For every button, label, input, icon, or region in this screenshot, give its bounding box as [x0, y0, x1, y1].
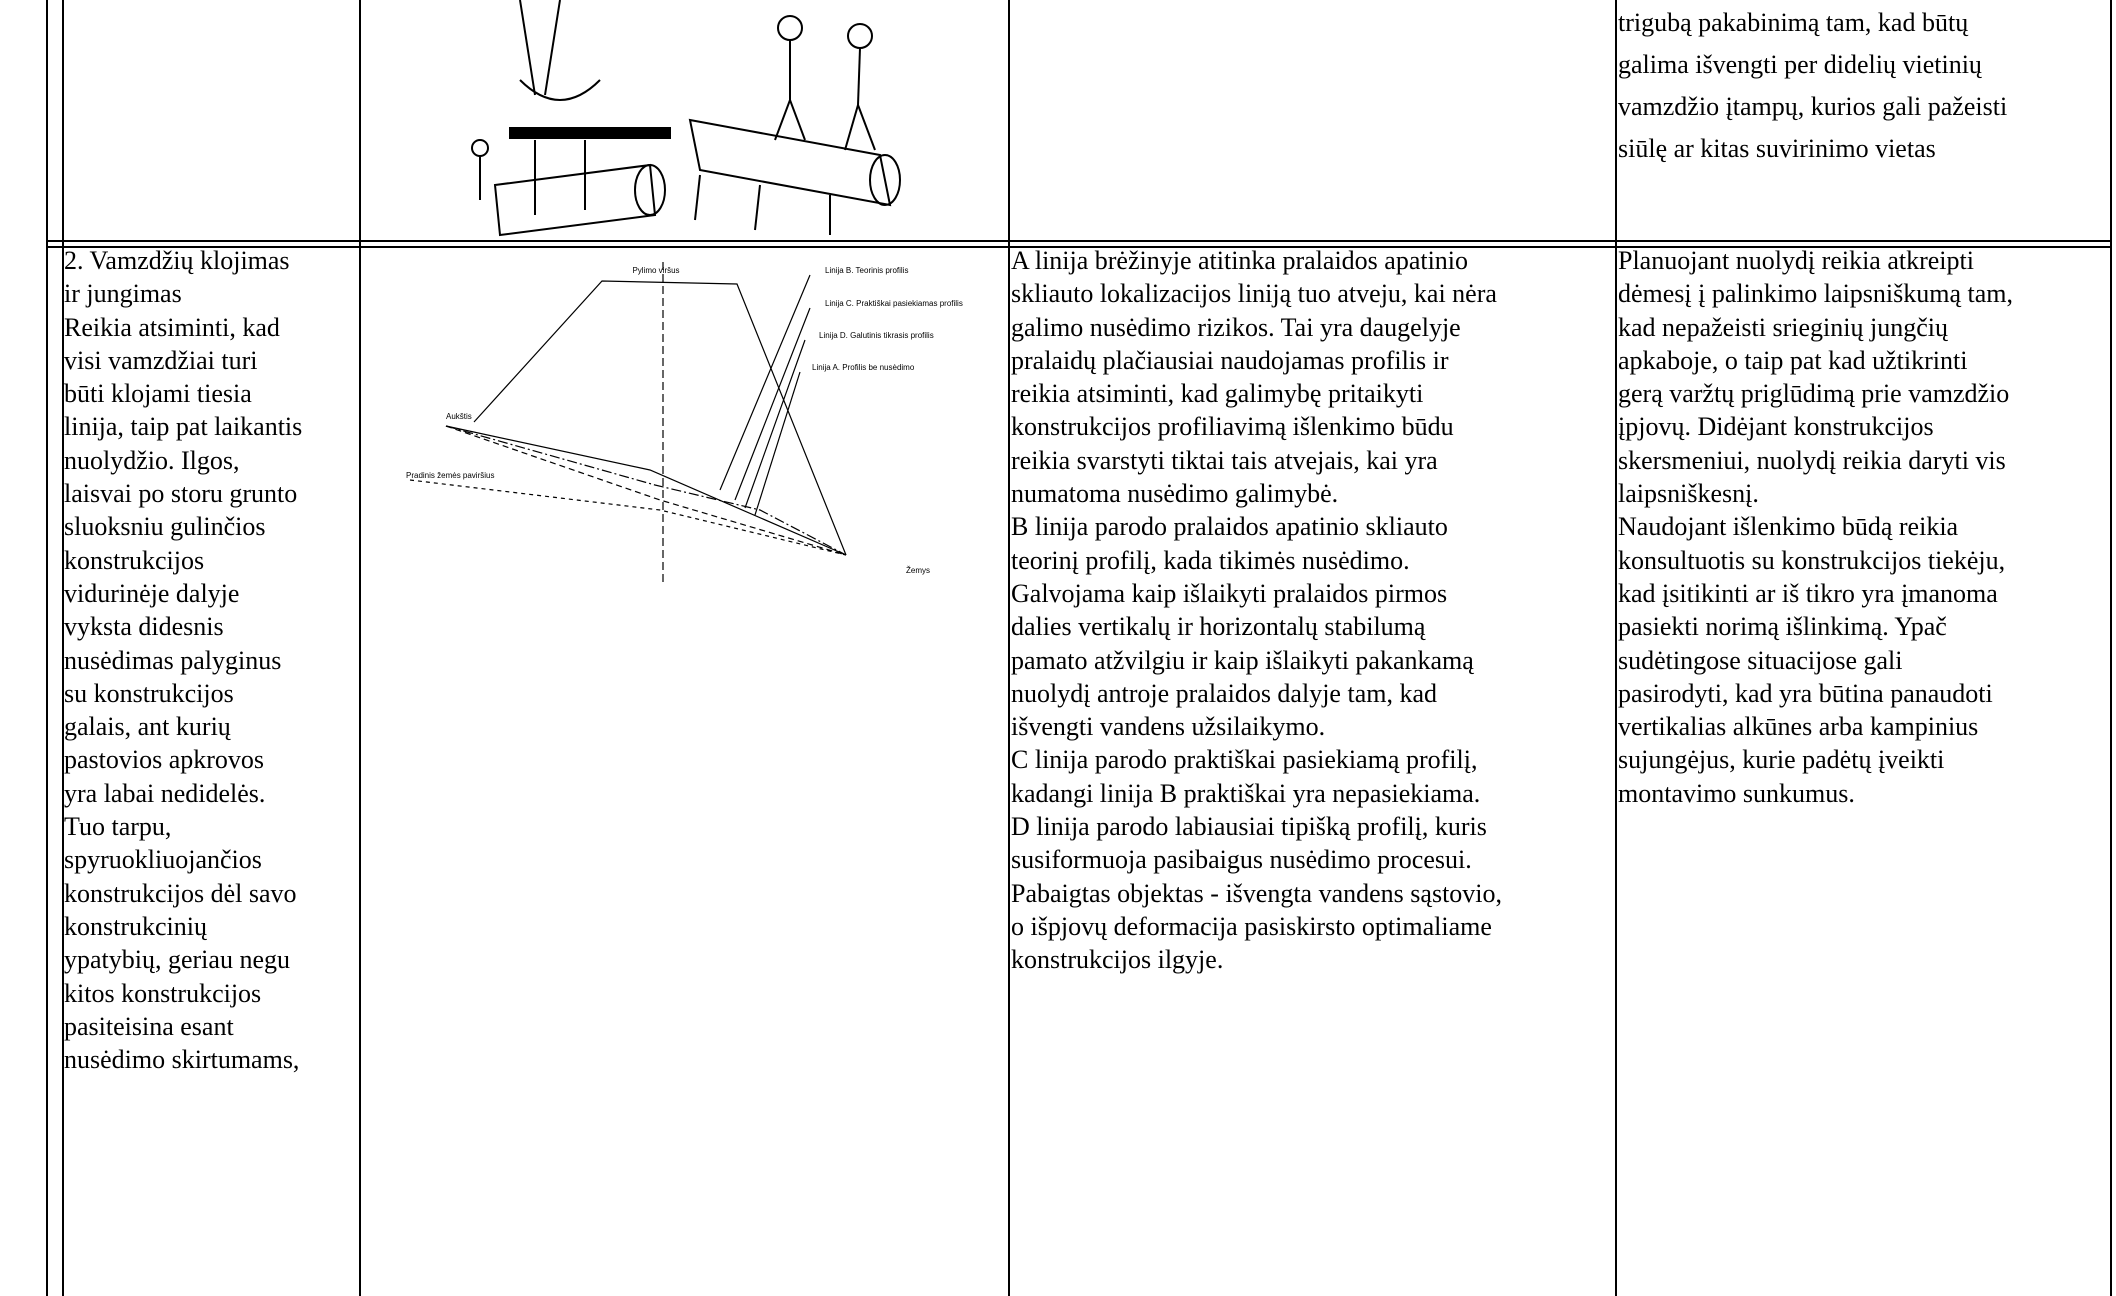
- text-line: reikia atsiminti, kad galimybę pritaikyt…: [1011, 379, 1424, 409]
- text-line: nusėdimas palyginus: [64, 645, 282, 675]
- text-line: konsultuotis su konstrukcijos tiekėju,: [1618, 545, 2006, 575]
- text-line: siūlę ar kitas suvirinimo vietas: [1618, 134, 1936, 163]
- step-cell: 2. Vamzdžių klojimas ir jungimas Reikia at…: [64, 244, 302, 1076]
- border: [62, 0, 64, 1296]
- figure-label: Pylimo viršus: [632, 266, 679, 275]
- text-line: sudėtingose situacijose gali: [1618, 645, 1903, 675]
- text-line: skersmeniui, nuolydį reikia daryti vis: [1618, 445, 2006, 475]
- text-line: dėmesį į palinkimo laipsniškumą tam,: [1618, 279, 2014, 309]
- text-line: su konstrukcijos: [64, 678, 234, 708]
- text-line: vyksta didesnis: [64, 612, 224, 642]
- text-line: Planuojant nuolydį reikia atkreipti: [1618, 246, 1974, 275]
- border: [2110, 0, 2112, 1296]
- text-line: Galvojama kaip išlaikyti pralaidos pirmo…: [1011, 578, 1448, 608]
- text-line: teorinį profilį, kada tikimės nusėdimo.: [1011, 545, 1410, 575]
- text-line: Tuo tarpu,: [64, 812, 172, 842]
- text-line: gerą varžtų priglūdimą prie vamzdžio: [1618, 379, 2010, 409]
- text-line: skliauto lokalizacijos liniją tuo atveju…: [1011, 279, 1497, 309]
- border: [46, 246, 2112, 248]
- text-line: nuolydį antroje pralaidos dalyje tam, ka…: [1011, 678, 1437, 708]
- text-line: susiformuoja pasibaigus nusėdimo procesu…: [1011, 845, 1472, 875]
- border: [1008, 0, 1010, 1296]
- text-line: vidurinėje dalyje: [64, 578, 240, 608]
- figure-label: Linija D. Galutinis tikrasis profilis: [819, 331, 934, 340]
- text-line: laipsniškesnį.: [1618, 479, 1759, 509]
- notes-cell: Planuojant nuolydį reikia atkreipti dėmes…: [1618, 244, 2013, 810]
- text-line: numatoma nusėdimo galimybė.: [1011, 479, 1339, 509]
- text-line: nuolydžio. Ilgos,: [64, 445, 240, 475]
- border: [46, 240, 2112, 242]
- border: [1615, 0, 1617, 1296]
- text-line: pasiekti norimą išlinkimą. Ypač: [1618, 612, 1947, 642]
- text-line: galima išvengti per didelių vietinių: [1618, 50, 1982, 79]
- text-line: spyruokliuojančios: [64, 845, 262, 875]
- profile-diagram: [409, 262, 847, 585]
- text-line: kitos konstrukcijos: [64, 978, 262, 1008]
- text-line: Naudojant išlenkimo būdą reikia: [1618, 512, 1959, 542]
- text-line: vertikalias alkūnes arba kampinius: [1618, 712, 1979, 742]
- text-line: o išpjovų deformacija pasiskirsto optima…: [1011, 911, 1492, 941]
- text-line: dalies vertikalų ir horizontalų stabilum…: [1011, 612, 1426, 642]
- text-line: yra labai nedidelės.: [64, 778, 266, 808]
- text-line: visi vamzdžiai turi: [64, 345, 258, 375]
- text-line: pastovios apkrovos: [64, 745, 265, 775]
- figure-label: Pradinis žemės paviršius: [406, 471, 494, 480]
- text-line: laisvai po storu grunto: [64, 479, 298, 509]
- text-line: 2. Vamzdžių klojimas: [64, 246, 290, 275]
- text-line: konstrukcijos profiliavimą išlenkimo būd…: [1011, 412, 1454, 442]
- figure-label: Linija A. Profilis be nusėdimo: [812, 363, 915, 372]
- text-line: kad įsitikinti ar iš tikro yra įmanoma: [1618, 578, 1998, 608]
- text-line: kad nepažeisti srieginių jungčių: [1618, 312, 1948, 342]
- text-line: Reikia atsiminti, kad: [64, 312, 280, 342]
- border: [46, 0, 48, 1296]
- text-line: galais, ant kurių: [64, 712, 231, 742]
- text-line: B linija parodo pralaidos apatinio sklia…: [1011, 512, 1448, 542]
- text-line: pralaidų plačiausiai naudojamas profilis…: [1011, 345, 1449, 375]
- text-line: konstrukcijos: [64, 545, 205, 575]
- figure-label: Žemys: [906, 566, 930, 575]
- text-line: apkaboje, o taip pat kad užtikrinti: [1618, 345, 1968, 375]
- text-line: galimo nusėdimo rizikos. Tai yra daugely…: [1011, 312, 1461, 342]
- text-line: vamzdžio įtampų, kurios gali pažeisti: [1618, 92, 2008, 121]
- text-line: kadangi linija B praktiškai yra nepasiek…: [1011, 778, 1481, 808]
- text-line: sujungėjus, kurie padėtų įveikti: [1618, 745, 1945, 775]
- text-line: trigubą pakabinimą tam, kad būtų: [1618, 8, 1969, 37]
- text-line: sluoksniu gulinčios: [64, 512, 266, 542]
- text-line: pasiteisina esant: [64, 1011, 234, 1041]
- figure-label: Linija C. Praktiškai pasiekiamas profili…: [825, 299, 963, 308]
- text-line: konstrukcijos dėl savo: [64, 878, 297, 908]
- text-line: Pabaigtas objektas - išvengta vandens są…: [1011, 878, 1503, 908]
- text-line: A linija brėžinyje atitinka pralaidos ap…: [1011, 246, 1469, 275]
- text-line: D linija parodo labiausiai tipišką profi…: [1011, 812, 1487, 842]
- text-line: linija, taip pat laikantis: [64, 412, 303, 442]
- text-line: būti klojami tiesia: [64, 379, 252, 409]
- text-line: nusėdimo skirtumams,: [64, 1045, 300, 1075]
- notes-cell: trigubą pakabinimą tam, kad būtų galima i…: [1618, 2, 2007, 170]
- text-line: konstrukcinių: [64, 911, 207, 941]
- text-line: C linija parodo praktiškai pasiekiamą pr…: [1011, 745, 1478, 775]
- text-line: ir jungimas: [64, 279, 182, 309]
- figure-label: Linija B. Teorinis profilis: [825, 266, 908, 275]
- text-line: pamato atžvilgiu ir kaip išlaikyti pakan…: [1011, 645, 1474, 675]
- text-line: ypatybių, geriau negu: [64, 945, 290, 975]
- figure-label: Aukštis: [446, 412, 472, 421]
- explanation-cell: A linija brėžinyje atitinka pralaidos ap…: [1011, 244, 1502, 977]
- pipe-illustration: [471, 0, 901, 237]
- text-line: išvengti vandens užsilaikymo.: [1011, 712, 1326, 742]
- text-line: reikia svarstyti tiktai tais atvejais, k…: [1011, 445, 1438, 475]
- text-line: konstrukcijos ilgyje.: [1011, 945, 1224, 975]
- text-line: įpjovų. Didėjant konstrukcijos: [1618, 412, 1934, 442]
- text-line: pasirodyti, kad yra būtina panaudoti: [1618, 678, 1993, 708]
- text-line: montavimo sunkumus.: [1618, 778, 1855, 808]
- border: [359, 0, 361, 1296]
